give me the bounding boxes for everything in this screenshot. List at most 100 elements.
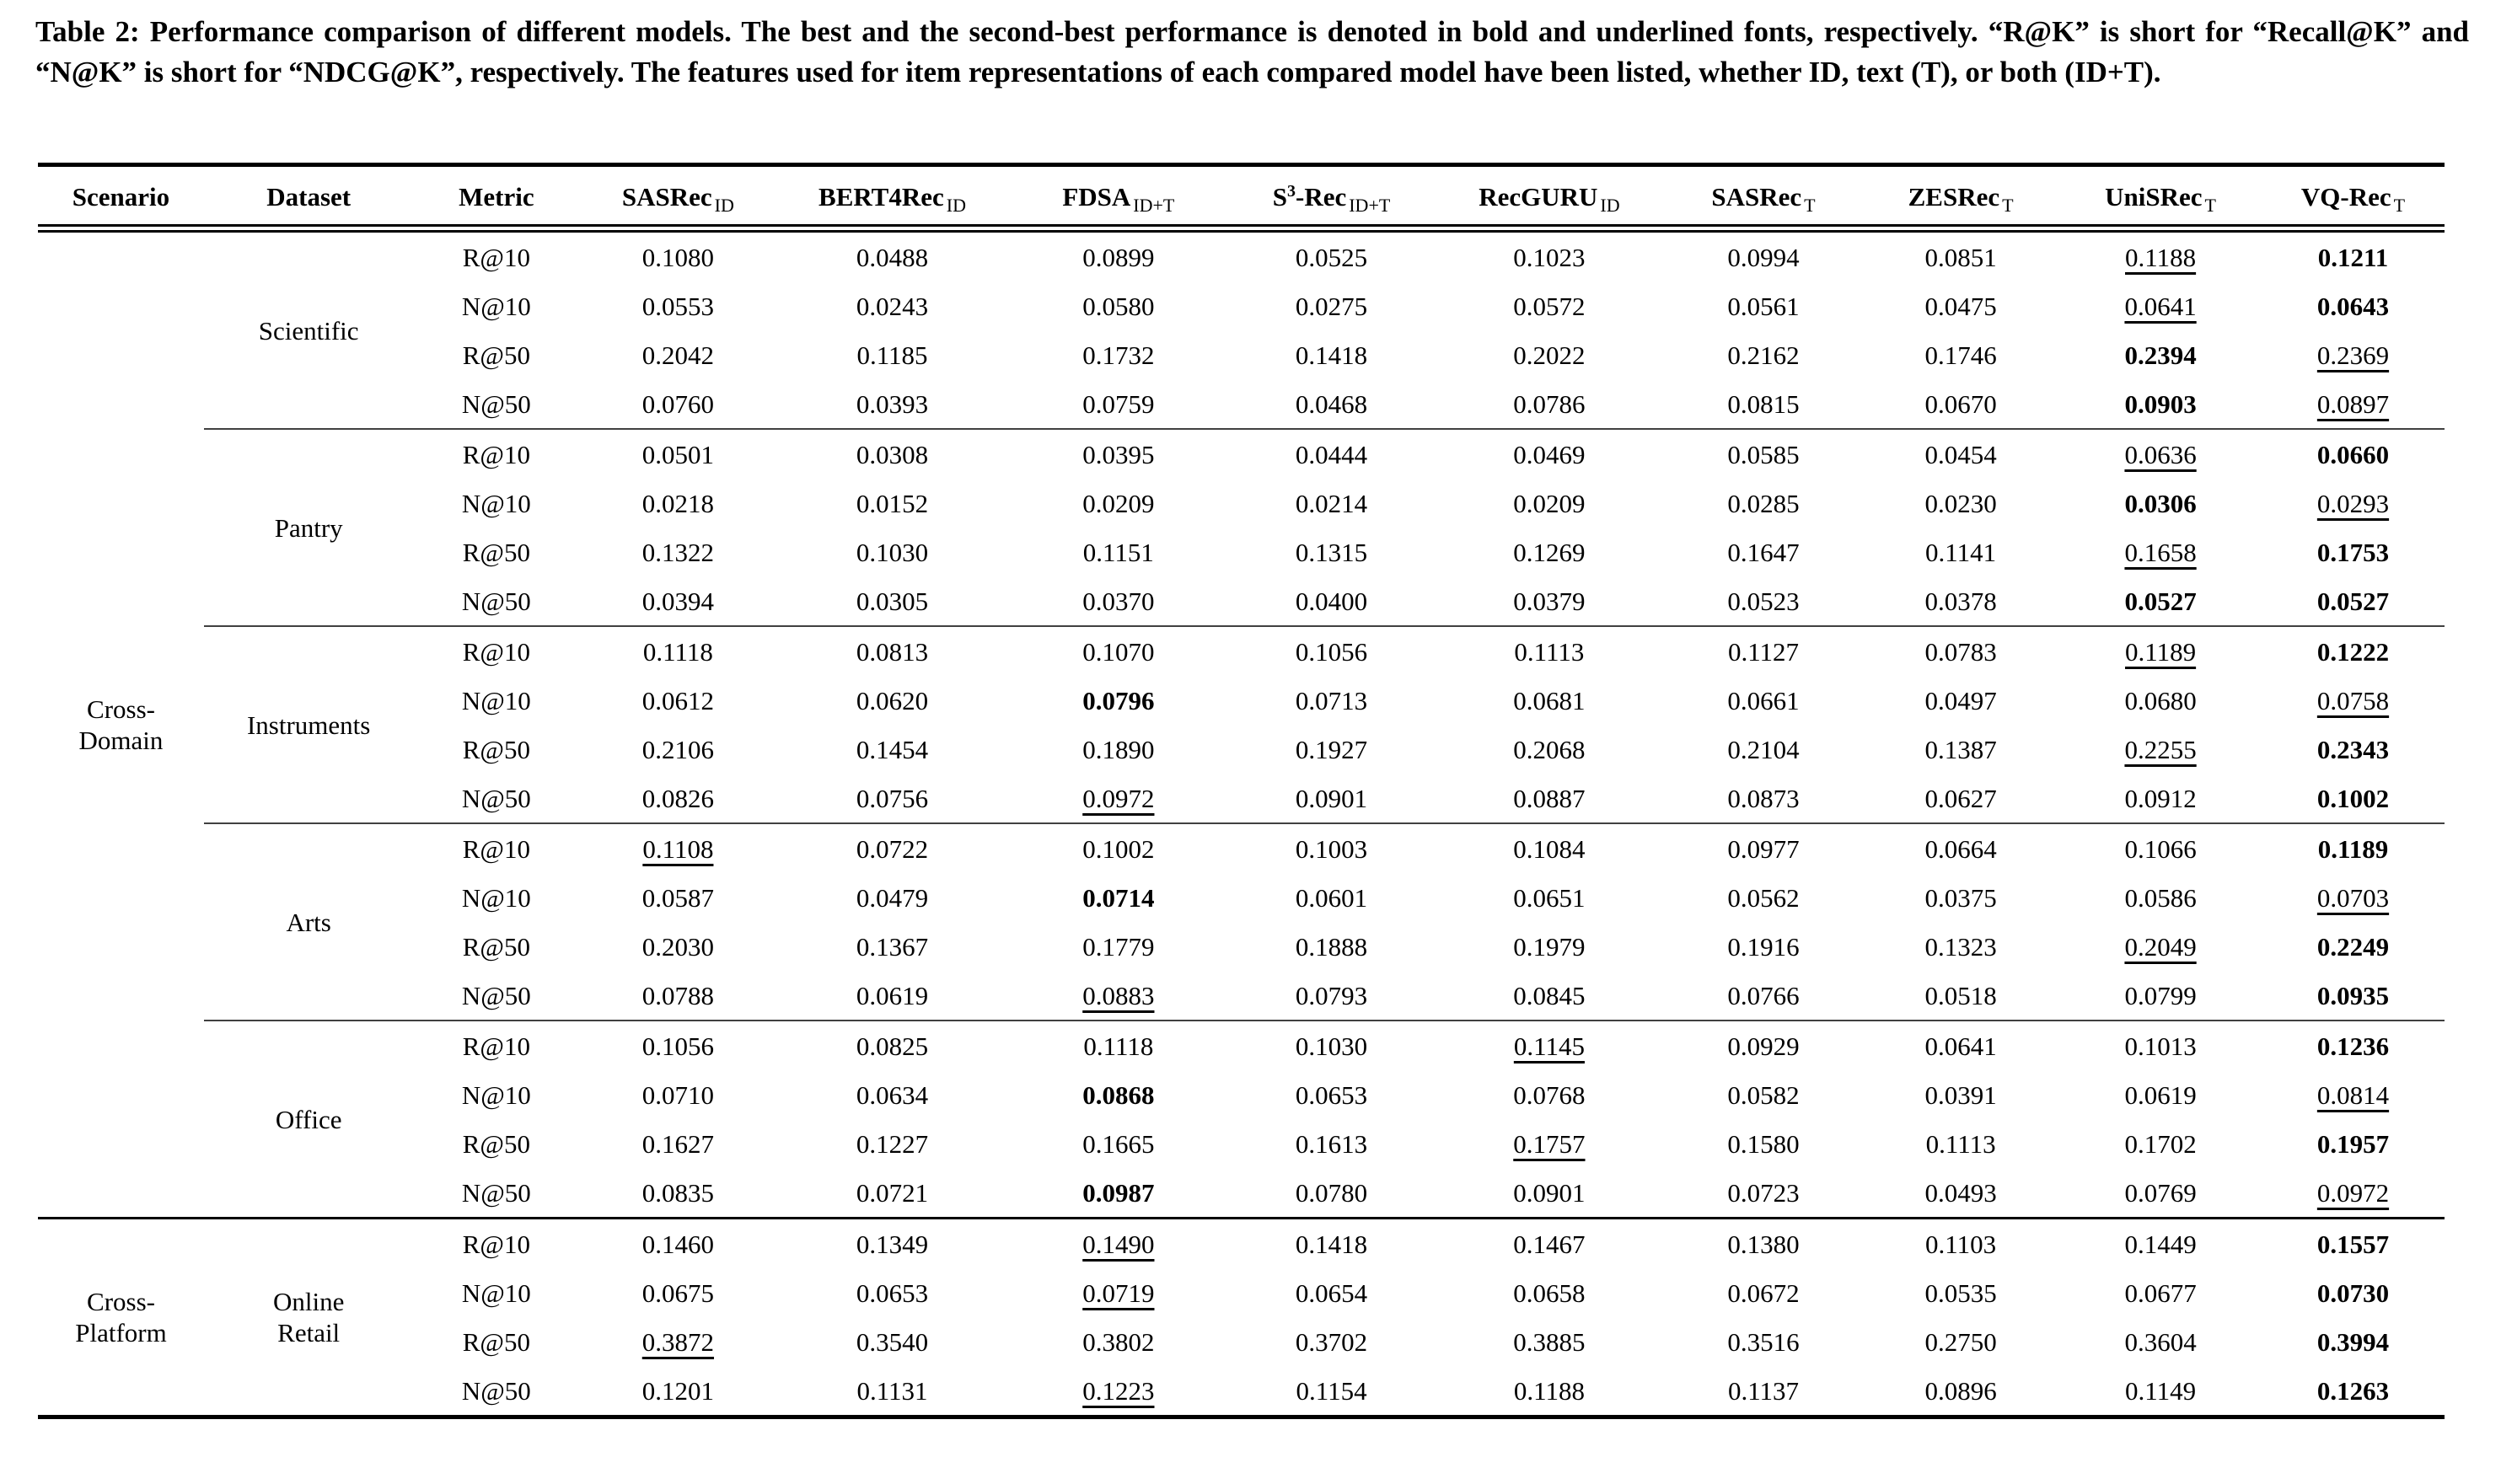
value-cell: 0.0378 bbox=[1924, 586, 1997, 616]
value-cell: 0.0497 bbox=[1924, 685, 1997, 715]
value-cell: 0.1627 bbox=[641, 1128, 715, 1159]
scenario-cell: Cross- Platform bbox=[38, 1217, 204, 1417]
value-cell: 0.1888 bbox=[1295, 931, 1368, 962]
value-cell: 0.0582 bbox=[1727, 1080, 1800, 1110]
table-row: N@10 0.0710 0.0634 0.0868 0.0653 0.0768 0.0582… bbox=[38, 1070, 2445, 1119]
value-cell: 0.0756 bbox=[856, 783, 929, 813]
value-cell: 0.0580 bbox=[1082, 291, 1155, 321]
value-cell: 0.0562 bbox=[1727, 882, 1800, 913]
value-cell: 0.0661 bbox=[1727, 685, 1800, 715]
metric-cell: N@50 bbox=[461, 1375, 531, 1406]
metric-cell: R@50 bbox=[462, 340, 530, 370]
value-cell: 0.0813 bbox=[776, 625, 1008, 677]
value-cell: 0.0713 bbox=[1295, 685, 1368, 715]
value-cell: 0.1890 bbox=[1082, 734, 1155, 764]
column-header-recguru: RecGURU ID bbox=[1433, 164, 1665, 233]
metric-cell: N@50 bbox=[461, 783, 531, 813]
column-header-zesrec: ZESRec T bbox=[1862, 164, 2060, 233]
value-cell: 0.1002 bbox=[2316, 783, 2390, 813]
value-cell: 0.0664 bbox=[1862, 822, 2060, 874]
metric-cell: N@10 bbox=[461, 685, 531, 715]
value-cell: 0.1613 bbox=[1295, 1128, 1368, 1159]
value-cell: 0.0658 bbox=[1513, 1278, 1586, 1308]
table-row: N@10 0.0587 0.0479 0.0714 0.0601 0.0651 0.0562… bbox=[38, 873, 2445, 922]
value-cell: 0.0769 bbox=[2124, 1177, 2197, 1208]
value-cell: 0.0730 bbox=[2316, 1278, 2390, 1308]
value-cell: 0.0845 bbox=[1513, 980, 1586, 1010]
value-cell: 0.0719 bbox=[1082, 1278, 1155, 1308]
table-row: N@50 0.0760 0.0393 0.0759 0.0468 0.0786 0.0815… bbox=[38, 379, 2445, 429]
value-cell: 0.1665 bbox=[1082, 1128, 1155, 1159]
value-cell: 0.1222 bbox=[2261, 625, 2445, 677]
value-cell: 0.3540 bbox=[856, 1326, 929, 1357]
value-cell: 0.1647 bbox=[1727, 537, 1800, 567]
value-cell: 0.1113 bbox=[1925, 1128, 1996, 1159]
value-cell: 0.1418 bbox=[1229, 1217, 1434, 1269]
metric-cell: R@10 bbox=[413, 625, 580, 677]
value-cell: 0.1323 bbox=[1924, 931, 1997, 962]
metric-cell: R@50 bbox=[462, 1128, 530, 1159]
value-cell: 0.0681 bbox=[1513, 685, 1586, 715]
value-cell: 0.0887 bbox=[1513, 783, 1586, 813]
value-cell: 0.1418 bbox=[1295, 340, 1368, 370]
value-cell: 0.1201 bbox=[641, 1375, 715, 1406]
value-cell: 0.1322 bbox=[641, 537, 715, 567]
value-cell: 0.0641 bbox=[1862, 1020, 2060, 1071]
metric-cell: R@10 bbox=[413, 428, 580, 479]
value-cell: 0.0587 bbox=[641, 882, 715, 913]
metric-cell: N@50 bbox=[461, 1177, 531, 1208]
value-cell: 0.0714 bbox=[1082, 882, 1155, 913]
value-cell: 0.0929 bbox=[1664, 1020, 1863, 1071]
value-cell: 0.0391 bbox=[1924, 1080, 1997, 1110]
value-cell: 0.0660 bbox=[2261, 428, 2445, 479]
value-cell: 0.1118 bbox=[1007, 1020, 1230, 1071]
value-cell: 0.0572 bbox=[1513, 291, 1586, 321]
column-header-sasrec: SASRec T bbox=[1664, 164, 1863, 233]
table-row: N@10 0.0612 0.0620 0.0796 0.0713 0.0681 0.0661… bbox=[38, 676, 2445, 725]
value-cell: 0.1315 bbox=[1295, 537, 1368, 567]
header-row: Scenario Dataset Metric SASRec ID BERT4Rec ID F… bbox=[38, 164, 2445, 233]
value-cell: 0.1449 bbox=[2059, 1217, 2262, 1269]
value-cell: 0.1137 bbox=[1727, 1375, 1800, 1406]
value-cell: 0.0209 bbox=[1082, 488, 1155, 518]
table-row: R@50 0.1322 0.1030 0.1151 0.1315 0.1269 0.1647… bbox=[38, 528, 2445, 576]
value-cell: 0.2104 bbox=[1727, 734, 1800, 764]
value-cell: 0.2369 bbox=[2316, 340, 2390, 370]
value-cell: 0.1154 bbox=[1296, 1375, 1367, 1406]
value-cell: 0.1387 bbox=[1924, 734, 1997, 764]
value-cell: 0.0912 bbox=[2124, 783, 2197, 813]
value-cell: 0.0873 bbox=[1727, 783, 1800, 813]
value-cell: 0.0677 bbox=[2124, 1278, 2197, 1308]
value-cell: 0.0672 bbox=[1727, 1278, 1800, 1308]
value-cell: 0.0218 bbox=[641, 488, 715, 518]
table-row: R@50 0.2106 0.1454 0.1890 0.1927 0.2068 0.2104… bbox=[38, 725, 2445, 774]
metric-cell: R@10 bbox=[413, 1020, 580, 1071]
value-cell: 0.0796 bbox=[1082, 685, 1155, 715]
value-cell: 0.0469 bbox=[1433, 428, 1665, 479]
table-row: R@50 0.2042 0.1185 0.1732 0.1418 0.2022 0.2162… bbox=[38, 330, 2445, 379]
value-cell: 0.0868 bbox=[1082, 1080, 1155, 1110]
value-cell: 0.1080 bbox=[641, 242, 715, 272]
table-row: N@50 0.0826 0.0756 0.0972 0.0901 0.0887 0.0873… bbox=[38, 774, 2445, 823]
value-cell: 0.0670 bbox=[1924, 388, 1997, 419]
value-cell: 0.0518 bbox=[1924, 980, 1997, 1010]
value-cell: 0.0994 bbox=[1727, 242, 1800, 272]
value-cell: 0.1223 bbox=[1082, 1375, 1155, 1406]
value-cell: 0.0619 bbox=[2124, 1080, 2197, 1110]
table-row: R@50 0.2030 0.1367 0.1779 0.1888 0.1979 0.1916… bbox=[38, 922, 2445, 971]
value-cell: 0.0972 bbox=[2316, 1177, 2390, 1208]
table-row: Arts R@10 0.1108 0.0722 0.1002 0.1003 0.1084 0.… bbox=[38, 822, 2445, 1021]
value-cell: 0.2106 bbox=[641, 734, 715, 764]
value-cell: 0.0214 bbox=[1295, 488, 1368, 518]
value-cell: 0.0394 bbox=[641, 586, 715, 616]
value-cell: 0.1467 bbox=[1433, 1217, 1665, 1269]
table-row: Cross- Platform Online Retail R@10 0.1460 0.13… bbox=[38, 1217, 2445, 1417]
table-row: R@50 0.3872 0.3540 0.3802 0.3702 0.3885 0.3516… bbox=[38, 1317, 2445, 1366]
metric-cell: R@10 bbox=[462, 242, 530, 272]
dataset-cell: Online Retail bbox=[203, 1217, 414, 1417]
value-cell: 0.0308 bbox=[776, 428, 1008, 479]
column-header-scenario: Scenario bbox=[38, 164, 204, 233]
value-cell: 0.1108 bbox=[579, 822, 777, 874]
value-cell: 0.0561 bbox=[1727, 291, 1800, 321]
value-cell: 0.0825 bbox=[776, 1020, 1008, 1071]
